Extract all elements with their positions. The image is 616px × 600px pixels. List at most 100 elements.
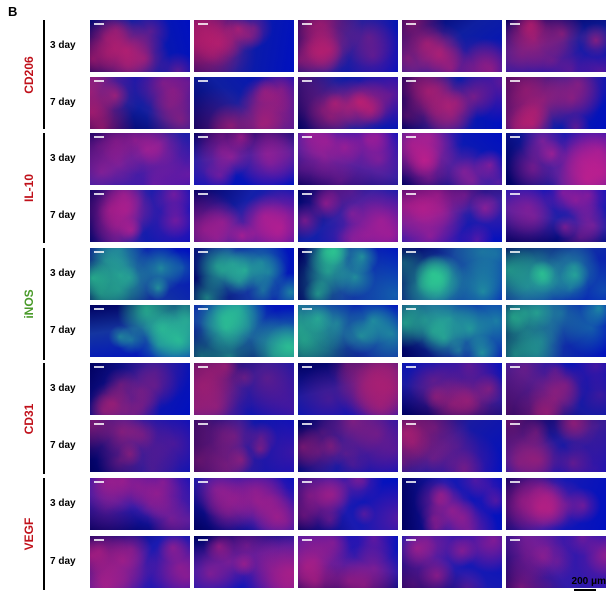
tile-scale-mark — [94, 481, 104, 483]
micrograph-tile — [402, 248, 502, 300]
micrograph-tile — [506, 248, 606, 300]
micrograph-tile — [298, 20, 398, 72]
marker-label: CD31 — [22, 403, 36, 434]
tile-scale-mark — [198, 80, 208, 82]
micrograph-tile — [90, 478, 190, 530]
panel-label: B — [8, 4, 18, 19]
tile-scale-mark — [198, 308, 208, 310]
scale-bar — [574, 589, 596, 591]
marker-label: IL-10 — [22, 174, 36, 203]
tile-scale-mark — [406, 251, 416, 253]
timepoint-label: 3 day — [50, 153, 76, 164]
micrograph-tile — [194, 248, 294, 300]
marker-label: CD206 — [22, 55, 36, 94]
micrograph-tile — [298, 363, 398, 415]
tile-scale-mark — [510, 539, 520, 541]
tile-scale-mark — [406, 136, 416, 138]
micrograph-tile — [298, 305, 398, 357]
tile-scale-mark — [302, 23, 312, 25]
micrograph-tile — [402, 77, 502, 129]
tile-scale-mark — [94, 193, 104, 195]
micrograph-tile — [402, 420, 502, 472]
tile-scale-mark — [510, 136, 520, 138]
tile-scale-mark — [94, 80, 104, 82]
timepoint-label: 3 day — [50, 40, 76, 51]
tile-scale-mark — [510, 80, 520, 82]
tile-scale-mark — [302, 193, 312, 195]
micrograph-tile — [506, 77, 606, 129]
micrograph-tile — [194, 190, 294, 242]
micrograph-tile — [90, 190, 190, 242]
tile-scale-mark — [198, 136, 208, 138]
micrograph-tile — [506, 420, 606, 472]
tile-scale-mark — [302, 539, 312, 541]
tile-scale-mark — [94, 308, 104, 310]
micrograph-tile — [402, 190, 502, 242]
tile-scale-mark — [406, 23, 416, 25]
micrograph-tile — [402, 536, 502, 588]
micrograph-tile — [402, 478, 502, 530]
micrograph-tile — [90, 420, 190, 472]
timepoint-label: 7 day — [50, 97, 76, 108]
tile-scale-mark — [302, 481, 312, 483]
micrograph-tile — [298, 248, 398, 300]
tile-scale-mark — [510, 423, 520, 425]
tile-scale-mark — [510, 23, 520, 25]
tile-scale-mark — [198, 481, 208, 483]
timepoint-label: 7 day — [50, 210, 76, 221]
micrograph-tile — [90, 77, 190, 129]
tile-scale-mark — [94, 366, 104, 368]
tile-scale-mark — [406, 80, 416, 82]
tile-scale-mark — [94, 136, 104, 138]
micrograph-tile — [506, 20, 606, 72]
tile-scale-mark — [406, 308, 416, 310]
micrograph-tile — [90, 536, 190, 588]
tile-scale-mark — [406, 366, 416, 368]
micrograph-tile — [90, 20, 190, 72]
timepoint-label: 7 day — [50, 440, 76, 451]
tile-scale-mark — [198, 366, 208, 368]
tile-scale-mark — [510, 193, 520, 195]
tile-scale-mark — [510, 251, 520, 253]
group-bracket-line — [43, 133, 45, 243]
tile-scale-mark — [198, 423, 208, 425]
micrograph-tile — [506, 133, 606, 185]
group-bracket-line — [43, 478, 45, 590]
micrograph-tile — [194, 20, 294, 72]
micrograph-tile — [506, 305, 606, 357]
timepoint-label: 3 day — [50, 268, 76, 279]
micrograph-tile — [506, 478, 606, 530]
micrograph-tile — [506, 363, 606, 415]
micrograph-tile — [90, 248, 190, 300]
timepoint-label: 7 day — [50, 556, 76, 567]
scale-bar-label: 200 μm — [571, 576, 606, 587]
micrograph-tile — [298, 536, 398, 588]
tile-scale-mark — [94, 539, 104, 541]
tile-scale-mark — [302, 251, 312, 253]
micrograph-tile — [402, 305, 502, 357]
micrograph-tile — [194, 420, 294, 472]
micrograph-tile — [194, 478, 294, 530]
micrograph-tile — [506, 536, 606, 588]
tile-scale-mark — [198, 251, 208, 253]
tile-scale-mark — [302, 366, 312, 368]
tile-scale-mark — [406, 193, 416, 195]
tile-scale-mark — [406, 539, 416, 541]
micrograph-tile — [90, 133, 190, 185]
tile-scale-mark — [302, 308, 312, 310]
marker-label: VEGF — [22, 517, 36, 551]
micrograph-tile — [298, 478, 398, 530]
group-bracket-line — [43, 20, 45, 129]
micrograph-tile — [298, 190, 398, 242]
marker-label: iNOS — [22, 289, 36, 319]
micrograph-tile — [194, 363, 294, 415]
micrograph-tile — [90, 363, 190, 415]
micrograph-tile — [194, 77, 294, 129]
micrograph-tile — [194, 305, 294, 357]
tile-scale-mark — [510, 481, 520, 483]
micrograph-tile — [298, 420, 398, 472]
tile-scale-mark — [198, 539, 208, 541]
tile-scale-mark — [198, 193, 208, 195]
micrograph-tile — [402, 20, 502, 72]
timepoint-label: 3 day — [50, 498, 76, 509]
